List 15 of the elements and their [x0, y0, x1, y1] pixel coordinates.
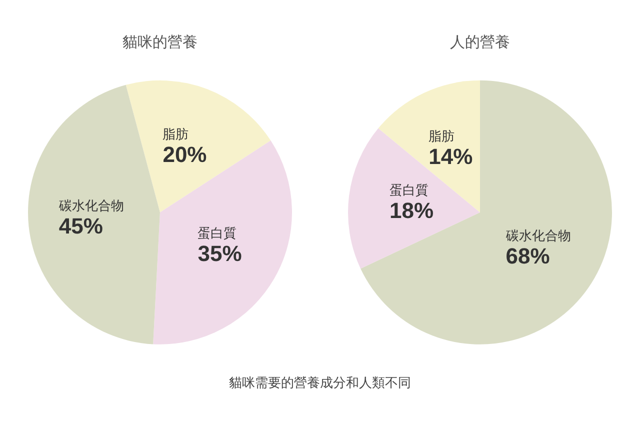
slice-label: 脂肪 — [428, 128, 455, 144]
slice-label: 碳水化合物 — [58, 198, 124, 214]
slice-label: 脂肪 — [162, 126, 189, 142]
data-label: 18% — [390, 198, 434, 223]
slice-label: 蛋白質 — [198, 225, 237, 240]
data-label: 35% — [198, 240, 242, 266]
data-label: 68% — [506, 243, 550, 268]
slice-label: 碳水化合物 — [504, 228, 571, 243]
text: 貓咪需要的營養成分和人類不同 — [228, 375, 412, 392]
chart-title: 人的營養 — [450, 34, 510, 51]
data-label: 20% — [162, 142, 207, 167]
data-label: 45% — [58, 214, 103, 239]
data-label: 14% — [428, 144, 473, 169]
slice-label: 蛋白質 — [390, 182, 429, 198]
chart-title: 貓咪的營養 — [122, 34, 198, 51]
